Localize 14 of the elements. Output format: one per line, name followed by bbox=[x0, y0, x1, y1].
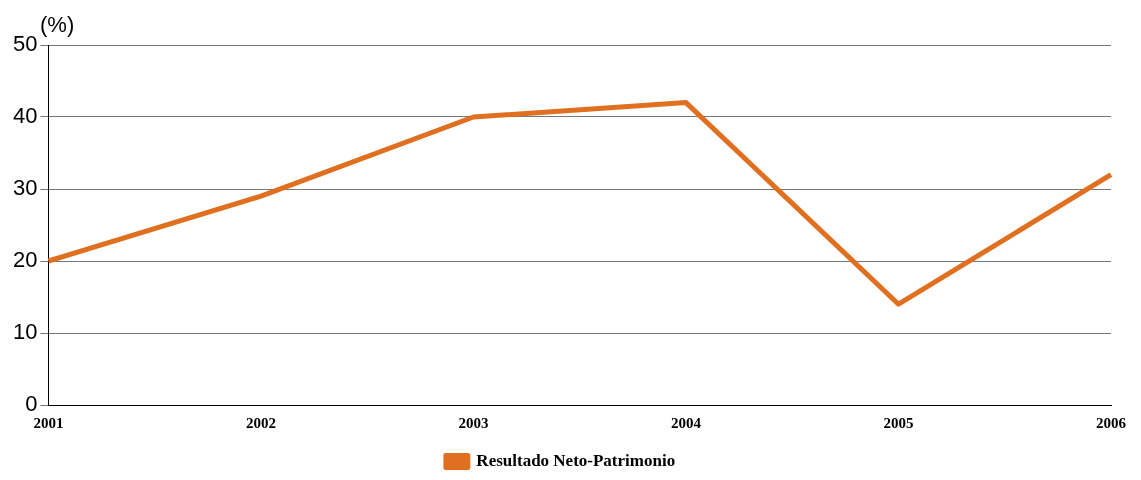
x-tick-label: 2004 bbox=[670, 414, 702, 431]
y-axis-title: (%) bbox=[40, 12, 75, 38]
y-tick-label: 40 bbox=[12, 103, 38, 129]
x-tick-label: 2005 bbox=[883, 414, 914, 431]
y-tick-label: 50 bbox=[12, 31, 38, 57]
x-tick-label: 2006 bbox=[1096, 414, 1127, 431]
y-tick-label: 0 bbox=[25, 391, 38, 417]
y-tick-label: 20 bbox=[12, 247, 38, 273]
x-tick-label: 2003 bbox=[458, 414, 489, 431]
y-tick-label: 30 bbox=[12, 175, 38, 201]
x-tick-label: 2001 bbox=[33, 414, 64, 431]
x-tick-label: 2002 bbox=[245, 414, 276, 431]
y-tick-label: 10 bbox=[12, 319, 38, 345]
legend-label: Resultado Neto-Patrimonio bbox=[476, 450, 676, 470]
